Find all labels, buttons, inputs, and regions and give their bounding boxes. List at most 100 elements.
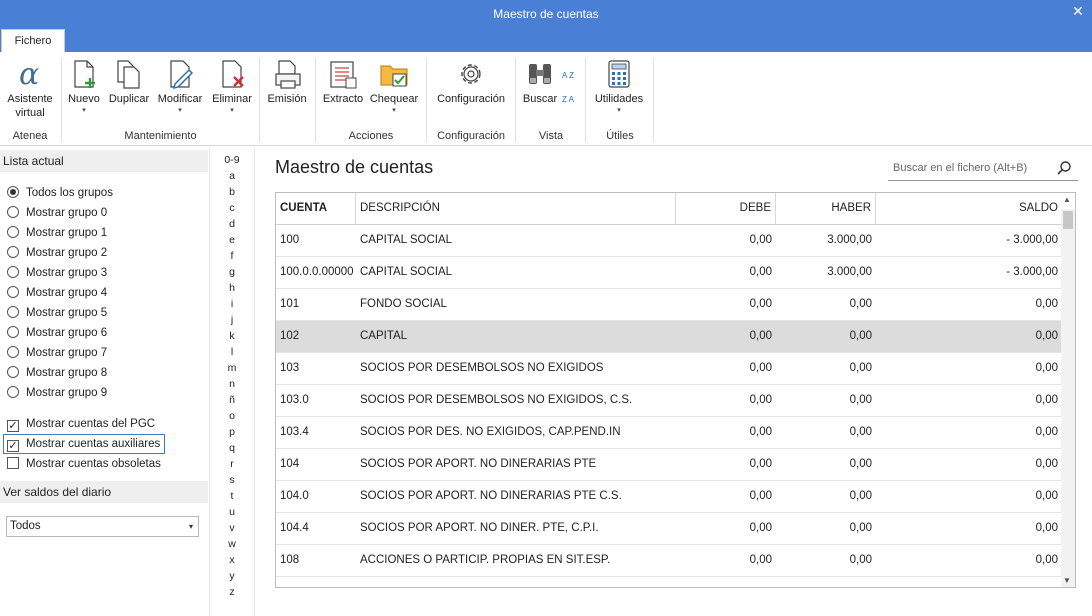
utilidades-button[interactable]: Utilidades ▾: [590, 58, 648, 116]
nuevo-button[interactable]: Nuevo ▾: [66, 58, 102, 116]
close-icon[interactable]: ✕: [1072, 3, 1084, 19]
radio-icon[interactable]: [7, 266, 19, 278]
checkbox-checked-icon[interactable]: ✓: [7, 440, 19, 452]
alphabet-letter[interactable]: o: [229, 410, 235, 422]
alphabet-letter[interactable]: u: [229, 506, 235, 518]
table-row[interactable]: 100.0.0.00000 CAPITAL SOCIAL 0,00 3.000,00 -…: [276, 257, 1062, 289]
alphabet-letter[interactable]: j: [230, 314, 234, 326]
chequear-button[interactable]: Chequear ▾: [368, 58, 420, 116]
scroll-up-icon[interactable]: ▲: [1063, 195, 1071, 204]
checkbox-cuentas-pgc[interactable]: ✓ Mostrar cuentas del PGC: [7, 415, 155, 433]
alphabet-letter[interactable]: m: [227, 362, 237, 374]
alphabet-letter[interactable]: d: [229, 218, 235, 230]
duplicar-button[interactable]: Duplicar: [106, 58, 152, 106]
radio-icon[interactable]: [7, 246, 19, 258]
alphabet-letter[interactable]: f: [230, 250, 234, 262]
sort-descending-icon[interactable]: Z A: [562, 96, 580, 114]
table-row[interactable]: 104.4 SOCIOS POR APORT. NO DINER. PTE, C.…: [276, 513, 1062, 545]
asistente-virtual-button[interactable]: α Asistente virtual: [4, 57, 56, 120]
column-saldo[interactable]: SALDO: [1019, 202, 1058, 214]
chevron-down-icon[interactable]: ▾: [178, 107, 182, 114]
tab-fichero[interactable]: Fichero: [1, 29, 65, 52]
radio-grupo-8[interactable]: Mostrar grupo 8: [7, 364, 107, 382]
alphabet-letter[interactable]: i: [230, 298, 234, 310]
alphabet-letter[interactable]: y: [229, 570, 235, 582]
saldos-select[interactable]: Todos ▾: [6, 516, 199, 537]
table-row[interactable]: 101 FONDO SOCIAL 0,00 0,00 0,00: [276, 289, 1062, 321]
radio-grupo-4[interactable]: Mostrar grupo 4: [7, 284, 107, 302]
checkbox-checked-icon[interactable]: ✓: [7, 420, 19, 432]
alphabet-letter[interactable]: n: [229, 378, 235, 390]
radio-selected-icon[interactable]: [7, 186, 19, 198]
alphabet-letter[interactable]: c: [229, 202, 235, 214]
vertical-scrollbar[interactable]: ▲ ▼: [1061, 195, 1075, 587]
column-haber[interactable]: HABER: [776, 193, 876, 224]
chevron-down-icon[interactable]: ▾: [188, 522, 193, 531]
alphabet-letter[interactable]: l: [230, 346, 234, 358]
chevron-down-icon[interactable]: ▾: [82, 107, 86, 114]
checkbox-icon[interactable]: [7, 457, 19, 469]
scroll-down-icon[interactable]: ▼: [1063, 576, 1071, 585]
table-row[interactable]: 102 CAPITAL 0,00 0,00 0,00: [276, 321, 1062, 353]
alphabet-letter[interactable]: q: [229, 442, 235, 454]
radio-todos-los-grupos[interactable]: Todos los grupos: [7, 184, 113, 202]
modificar-button[interactable]: Modificar ▾: [154, 58, 206, 116]
alphabet-letter[interactable]: b: [229, 186, 235, 198]
chevron-down-icon[interactable]: ▾: [230, 107, 234, 114]
column-debe[interactable]: DEBE: [676, 193, 776, 224]
table-row[interactable]: 108 ACCIONES O PARTICIP. PROPIAS EN SIT.E…: [276, 545, 1062, 577]
radio-icon[interactable]: [7, 386, 19, 398]
search-input[interactable]: Buscar en el fichero (Alt+B): [888, 157, 1078, 181]
chevron-down-icon[interactable]: ▾: [392, 107, 396, 114]
radio-grupo-9[interactable]: Mostrar grupo 9: [7, 384, 107, 402]
alphabet-letter[interactable]: r: [230, 458, 234, 470]
alphabet-letter[interactable]: e: [229, 234, 235, 246]
alphabet-letter[interactable]: t: [230, 490, 234, 502]
radio-icon[interactable]: [7, 366, 19, 378]
radio-icon[interactable]: [7, 326, 19, 338]
scrollbar-thumb[interactable]: [1063, 211, 1073, 229]
alphabet-letter[interactable]: p: [229, 426, 235, 438]
alphabet-letter[interactable]: w: [228, 538, 236, 550]
checkbox-cuentas-auxiliares[interactable]: ✓ Mostrar cuentas auxiliares: [7, 435, 160, 453]
alphabet-letter[interactable]: a: [229, 170, 235, 182]
radio-grupo-6[interactable]: Mostrar grupo 6: [7, 324, 107, 342]
radio-grupo-2[interactable]: Mostrar grupo 2: [7, 244, 107, 262]
radio-grupo-5[interactable]: Mostrar grupo 5: [7, 304, 107, 322]
sort-ascending-icon[interactable]: A Z: [562, 72, 580, 90]
radio-icon[interactable]: [7, 226, 19, 238]
alphabet-letter[interactable]: 0-9: [224, 154, 240, 166]
table-row[interactable]: 104 SOCIOS POR APORT. NO DINERARIAS PTE 0,…: [276, 449, 1062, 481]
radio-icon[interactable]: [7, 286, 19, 298]
table-row[interactable]: 103.0 SOCIOS POR DESEMBOLSOS NO EXIGIDOS,…: [276, 385, 1062, 417]
table-row[interactable]: 103 SOCIOS POR DESEMBOLSOS NO EXIGIDOS 0,0…: [276, 353, 1062, 385]
radio-grupo-1[interactable]: Mostrar grupo 1: [7, 224, 107, 242]
alphabet-letter[interactable]: z: [229, 586, 235, 598]
radio-icon[interactable]: [7, 346, 19, 358]
search-icon[interactable]: [1056, 160, 1072, 176]
alphabet-letter[interactable]: g: [229, 266, 235, 278]
configuracion-button[interactable]: Configuración: [432, 58, 510, 106]
alphabet-letter[interactable]: v: [229, 522, 235, 534]
emision-button[interactable]: Emisión: [264, 58, 310, 106]
alphabet-letter[interactable]: h: [229, 282, 235, 294]
radio-icon[interactable]: [7, 306, 19, 318]
column-descripcion[interactable]: DESCRIPCIÓN: [356, 193, 676, 224]
radio-grupo-0[interactable]: Mostrar grupo 0: [7, 204, 107, 222]
alphabet-letter[interactable]: ñ: [229, 394, 235, 406]
radio-grupo-7[interactable]: Mostrar grupo 7: [7, 344, 107, 362]
table-row[interactable]: 104.0 SOCIOS POR APORT. NO DINERARIAS PTE…: [276, 481, 1062, 513]
alphabet-letter[interactable]: x: [229, 554, 235, 566]
checkbox-cuentas-obsoletas[interactable]: Mostrar cuentas obsoletas: [7, 455, 161, 473]
eliminar-button[interactable]: Eliminar ▾: [210, 58, 254, 116]
chevron-down-icon[interactable]: ▾: [617, 107, 621, 114]
alphabet-letter[interactable]: s: [229, 474, 235, 486]
table-row[interactable]: 100 CAPITAL SOCIAL 0,00 3.000,00 - 3.000,00: [276, 225, 1062, 257]
radio-icon[interactable]: [7, 206, 19, 218]
column-cuenta[interactable]: CUENTA: [276, 193, 356, 224]
extracto-button[interactable]: Extracto: [320, 58, 366, 106]
table-row[interactable]: 103.4 SOCIOS POR DES. NO EXIGIDOS, CAP.PE…: [276, 417, 1062, 449]
buscar-button[interactable]: Buscar: [520, 58, 560, 106]
radio-grupo-3[interactable]: Mostrar grupo 3: [7, 264, 107, 282]
alphabet-letter[interactable]: k: [229, 330, 235, 342]
